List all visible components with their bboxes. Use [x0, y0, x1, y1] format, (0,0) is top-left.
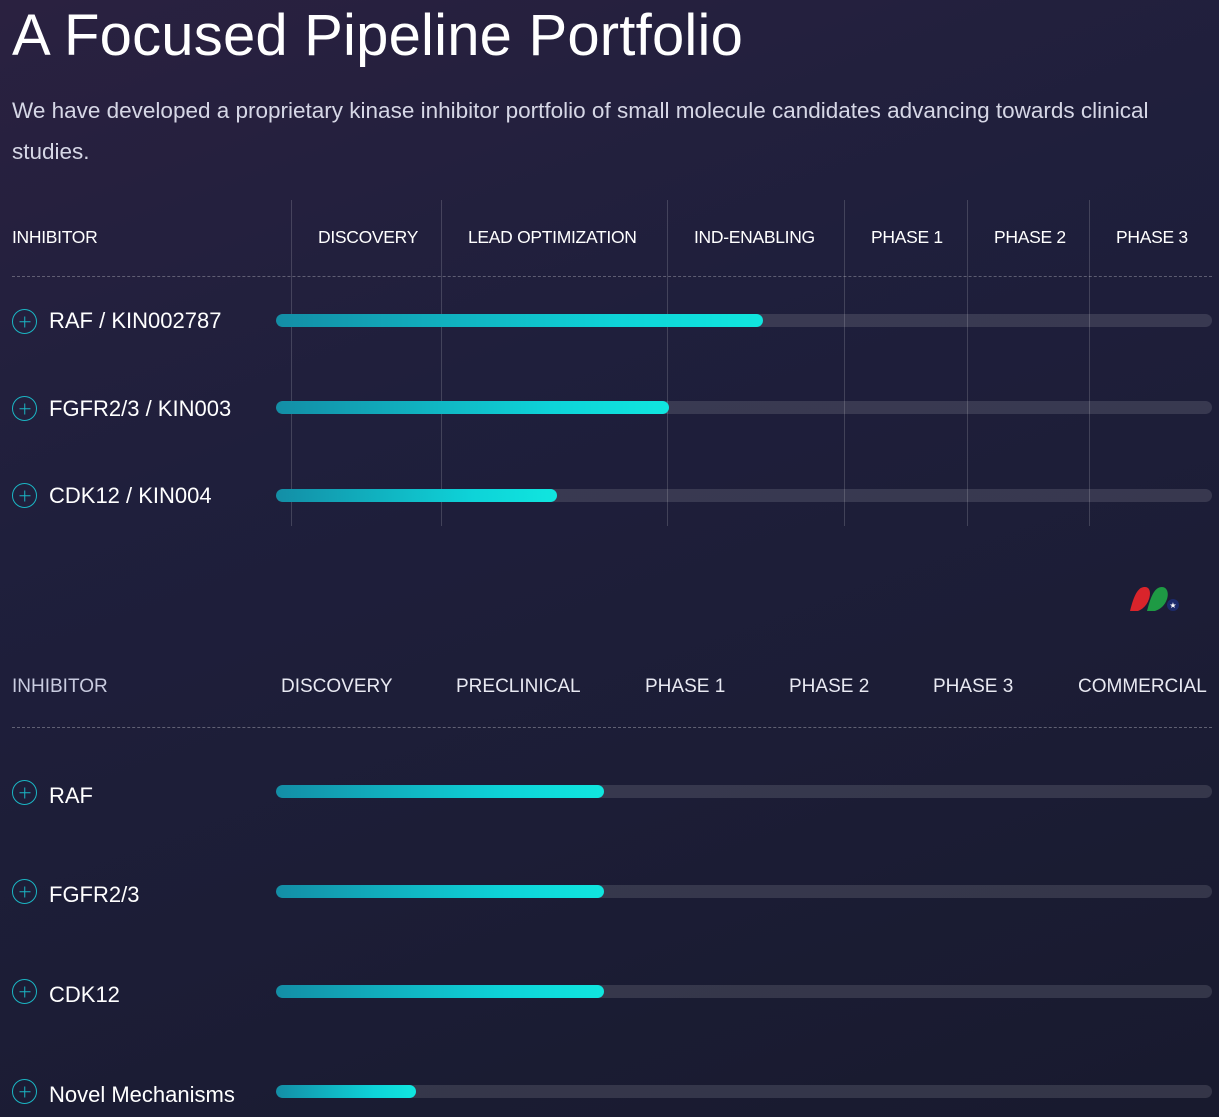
progress-fill [276, 785, 604, 798]
header-phase-2: PHASE 2 [789, 676, 870, 697]
header-phase-3: PHASE 3 [1116, 227, 1188, 247]
progress-track [276, 785, 1212, 798]
column-divider [967, 200, 968, 526]
row-label: Novel Mechanisms [49, 1082, 235, 1107]
row-label: CDK12 [49, 982, 120, 1007]
header-inhibitor: INHIBITOR [12, 227, 98, 247]
plus-circle-icon[interactable] [12, 396, 37, 421]
plus-circle-icon[interactable] [12, 1079, 37, 1104]
column-divider [844, 200, 845, 526]
header-lead-optimization: LEAD OPTIMIZATION [468, 227, 637, 247]
header-ind-enabling: IND-ENABLING [694, 227, 815, 247]
progress-track [276, 985, 1212, 998]
svg-text:★: ★ [1169, 601, 1176, 610]
plus-circle-icon[interactable] [12, 780, 37, 805]
company-logo: ★ [1130, 587, 1179, 611]
progress-track [276, 489, 1212, 502]
header-discovery: DISCOVERY [281, 676, 393, 697]
progress-fill [276, 1085, 417, 1098]
column-divider [441, 200, 442, 526]
plus-circle-icon[interactable] [12, 979, 37, 1004]
header-divider [12, 276, 1212, 277]
header-phase-1: PHASE 1 [645, 676, 726, 697]
row-label: RAF / KIN002787 [49, 308, 222, 333]
table-row[interactable]: CDK12 / KIN004 [0, 476, 1219, 516]
progress-fill [276, 401, 670, 414]
column-divider [1089, 200, 1090, 526]
page-title: A Focused Pipeline Portfolio [12, 3, 744, 68]
pipeline-table-1: INHIBITOR DISCOVERY LEAD OPTIMIZATION IN… [0, 200, 1219, 530]
header-divider [12, 727, 1212, 728]
header-phase-2: PHASE 2 [994, 227, 1066, 247]
plus-circle-icon[interactable] [12, 309, 37, 334]
header-phase-1: PHASE 1 [871, 227, 943, 247]
row-label: FGFR2/3 / KIN003 [49, 396, 232, 421]
progress-fill [276, 314, 763, 327]
page-subtitle: We have developed a proprietary kinase i… [12, 98, 1149, 164]
table-row[interactable]: FGFR2/3 [0, 873, 1219, 913]
progress-fill [276, 985, 604, 998]
table-row[interactable]: Novel Mechanisms [0, 1073, 1219, 1113]
row-label: RAF [49, 783, 93, 808]
plus-circle-icon[interactable] [12, 879, 37, 904]
table-row[interactable]: FGFR2/3 / KIN003 [0, 388, 1219, 428]
row-label: CDK12 / KIN004 [49, 483, 212, 508]
table-row[interactable]: CDK12 [0, 973, 1219, 1013]
row-label: FGFR2/3 [49, 882, 140, 907]
table-row[interactable]: RAF [0, 774, 1219, 814]
progress-fill [276, 885, 604, 898]
column-divider [291, 200, 292, 526]
progress-track [276, 1085, 1212, 1098]
header-inhibitor: INHIBITOR [12, 676, 108, 697]
header-commercial: COMMERCIAL [1078, 676, 1207, 697]
progress-fill [276, 489, 557, 502]
progress-track [276, 885, 1212, 898]
column-divider [667, 200, 668, 526]
table-row[interactable]: RAF / KIN002787 [0, 301, 1219, 341]
progress-track [276, 401, 1212, 414]
header-phase-3: PHASE 3 [933, 676, 1014, 697]
plus-circle-icon[interactable] [12, 483, 37, 508]
progress-track [276, 314, 1212, 327]
header-discovery: DISCOVERY [318, 227, 419, 247]
header-preclinical: PRECLINICAL [456, 676, 581, 697]
